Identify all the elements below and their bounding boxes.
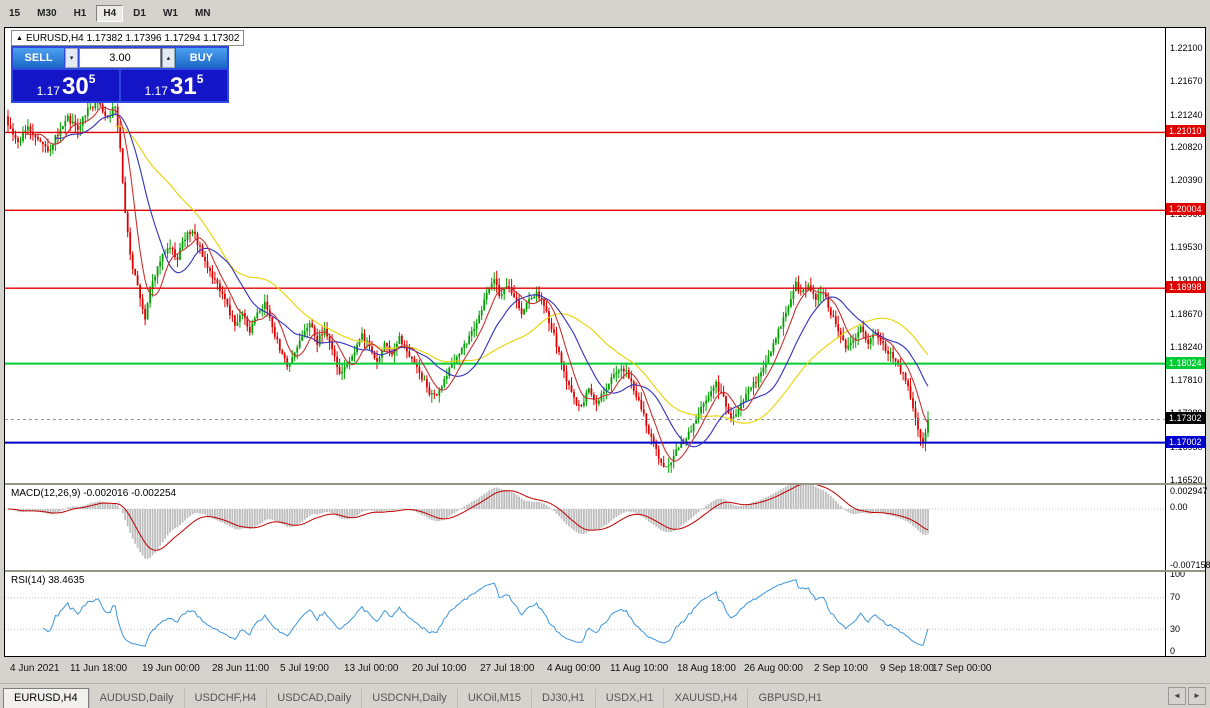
tab-scroll-left-button[interactable]: ◄ bbox=[1168, 687, 1186, 705]
hline-price-label: 1.21010 bbox=[1166, 125, 1205, 138]
timeframe-button-d1[interactable]: D1 bbox=[133, 8, 146, 19]
chart-tab-xauusd[interactable]: XAUUSD,H4 bbox=[663, 689, 747, 708]
price-tick-label: 1.17810 bbox=[1170, 375, 1203, 386]
buy-price-pipette: 5 bbox=[196, 72, 204, 86]
hline-price-label: 1.17002 bbox=[1166, 435, 1205, 448]
chart-tab-ukoil[interactable]: UKOil,M15 bbox=[456, 689, 531, 708]
macd-axis-label: 0.00 bbox=[1170, 502, 1188, 512]
buy-button[interactable]: BUY bbox=[175, 48, 227, 68]
timeframe-button-15[interactable]: 15 bbox=[9, 8, 21, 19]
price-tick-label: 1.20820 bbox=[1170, 142, 1203, 153]
time-label: 28 Jun 11:00 bbox=[212, 663, 270, 674]
time-label: 2 Sep 10:00 bbox=[814, 663, 868, 674]
price-tick-label: 1.21670 bbox=[1170, 76, 1203, 87]
sell-price-prefix: 1.17 bbox=[36, 84, 60, 98]
chart-tab-usdcnh[interactable]: USDCNH,Daily bbox=[361, 689, 457, 708]
timeframe-toolbar: 15 M30 H1 H4 D1 W1 MN bbox=[0, 0, 1210, 27]
sell-price-big-digits: 30 bbox=[61, 73, 89, 100]
timeframe-button-mn[interactable]: MN bbox=[194, 8, 211, 19]
price-tick-label: 1.19530 bbox=[1170, 241, 1203, 252]
price-tick-label: 1.19100 bbox=[1170, 275, 1203, 285]
macd-indicator-label: MACD(12,26,9) -0.002016 -0.002254 bbox=[11, 488, 177, 499]
macd-axis-label: -0.007158 bbox=[1170, 560, 1210, 570]
rsi-axis-label: 100 bbox=[1170, 569, 1186, 579]
price-tick-label: 1.20390 bbox=[1170, 175, 1203, 186]
chart-tab-usdchf[interactable]: USDCHF,H4 bbox=[183, 689, 267, 708]
price-tick-label: 1.22100 bbox=[1170, 43, 1203, 53]
chart-tab-usdx[interactable]: USDX,H1 bbox=[594, 689, 664, 708]
sell-price-pipette: 5 bbox=[88, 72, 96, 86]
volume-input[interactable] bbox=[79, 48, 161, 68]
one-click-trading-panel: SELL ▾ ▴ BUY 1.17 30 5 1.17 31 5 bbox=[11, 46, 229, 103]
price-tick-label: 1.21240 bbox=[1170, 109, 1203, 120]
volume-increase-button[interactable]: ▴ bbox=[162, 48, 175, 68]
time-label: 4 Jun 2021 bbox=[10, 663, 60, 674]
time-label: 9 Sep 18:00 bbox=[880, 663, 934, 674]
hline-price-label: 1.18024 bbox=[1166, 356, 1205, 369]
trade-controls-row: SELL ▾ ▴ BUY bbox=[13, 48, 227, 68]
up-triangle-icon: ▲ bbox=[16, 34, 23, 42]
chart-tab-audusd[interactable]: AUDUSD,Daily bbox=[88, 689, 184, 708]
rsi-axis-label: 0 bbox=[1170, 646, 1176, 656]
time-label: 20 Jul 10:00 bbox=[412, 663, 467, 674]
chart-tab-bar: EURUSD,H4 AUDUSD,Daily USDCHF,H4 USDCAD,Dai… bbox=[0, 683, 1210, 708]
panel-separator-macd[interactable] bbox=[5, 483, 1205, 485]
chart-title-text: EURUSD,H4 1.17382 1.17396 1.17294 1.1730… bbox=[25, 32, 240, 44]
current-price-label: 1.17302 bbox=[1166, 412, 1205, 425]
time-label: 5 Jul 19:00 bbox=[280, 663, 329, 674]
hline-price-label: 1.20004 bbox=[1166, 203, 1205, 216]
sell-button[interactable]: SELL bbox=[13, 48, 65, 68]
buy-price-big-digits: 31 bbox=[169, 73, 197, 100]
time-label: 27 Jul 18:00 bbox=[480, 663, 535, 674]
time-label: 19 Jun 00:00 bbox=[142, 663, 200, 674]
hline-price-label: 1.18998 bbox=[1166, 281, 1205, 294]
time-label: 13 Jul 00:00 bbox=[344, 663, 399, 674]
chart-window: 1.221001.216701.212401.208201.203901.199… bbox=[4, 27, 1210, 657]
time-axis: 4 Jun 2021 11 Jun 18:00 19 Jun 00:00 28 Jun… bbox=[4, 657, 1206, 681]
timeframe-button-m30[interactable]: M30 bbox=[37, 8, 57, 19]
chart-tab-usdcad[interactable]: USDCAD,Daily bbox=[266, 689, 361, 708]
time-label: 17 Sep 00:00 bbox=[932, 663, 992, 674]
buy-price-prefix: 1.17 bbox=[144, 84, 168, 98]
tab-scroll-controls: ◄ ► bbox=[1168, 687, 1206, 705]
chart-title: ▲ EURUSD,H4 1.17382 1.17396 1.17294 1.17… bbox=[11, 30, 245, 46]
timeframe-button-h1[interactable]: H1 bbox=[73, 8, 87, 19]
sell-price-display[interactable]: 1.17 30 5 bbox=[13, 70, 119, 101]
rsi-indicator-canvas bbox=[5, 579, 1165, 647]
price-tick-label: 1.16520 bbox=[1170, 475, 1203, 485]
time-label: 26 Aug 00:00 bbox=[744, 663, 803, 674]
chart-tab-eurusd[interactable]: EURUSD,H4 bbox=[3, 688, 89, 708]
buy-price-display[interactable]: 1.17 31 5 bbox=[121, 70, 227, 101]
time-label: 11 Jun 18:00 bbox=[70, 663, 128, 674]
price-tick-label: 1.18240 bbox=[1170, 341, 1203, 352]
price-chart-canvas[interactable] bbox=[5, 28, 1165, 483]
time-label: 11 Aug 10:00 bbox=[610, 663, 669, 674]
macd-axis-label: 0.002947 bbox=[1170, 486, 1208, 496]
tab-scroll-right-button[interactable]: ► bbox=[1188, 687, 1206, 705]
volume-decrease-button[interactable]: ▾ bbox=[65, 48, 78, 68]
price-tick-label: 1.18670 bbox=[1170, 308, 1203, 319]
chart-tab-dj30[interactable]: DJ30,H1 bbox=[531, 689, 595, 708]
trade-prices-row: 1.17 30 5 1.17 31 5 bbox=[13, 70, 227, 101]
rsi-indicator-label: RSI(14) 38.4635 bbox=[11, 575, 85, 586]
macd-indicator-canvas bbox=[5, 485, 1165, 559]
timeframe-button-w1[interactable]: W1 bbox=[162, 8, 178, 19]
rsi-axis-label: 70 bbox=[1170, 592, 1181, 602]
time-label: 18 Aug 18:00 bbox=[677, 663, 736, 674]
panel-separator-rsi[interactable] bbox=[5, 570, 1205, 572]
rsi-axis-label: 30 bbox=[1170, 624, 1181, 634]
price-axis: 1.221001.216701.212401.208201.203901.199… bbox=[1165, 28, 1210, 656]
timeframe-button-h4[interactable]: H4 bbox=[96, 5, 124, 22]
chart-tab-gbpusd[interactable]: GBPUSD,H1 bbox=[747, 689, 832, 708]
time-label: 4 Aug 00:00 bbox=[547, 663, 601, 674]
